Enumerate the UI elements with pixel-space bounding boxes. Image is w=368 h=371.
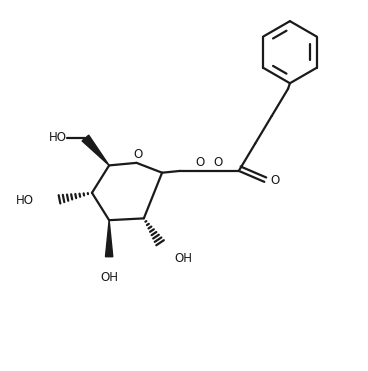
Text: O: O — [213, 156, 223, 169]
Text: OH: OH — [174, 252, 192, 265]
Text: OH: OH — [100, 271, 118, 284]
Polygon shape — [82, 135, 109, 165]
Text: O: O — [133, 148, 142, 161]
Text: O: O — [271, 174, 280, 187]
Text: HO: HO — [49, 131, 67, 144]
Text: O: O — [195, 156, 204, 169]
Text: HO: HO — [16, 194, 34, 207]
Polygon shape — [106, 220, 113, 257]
